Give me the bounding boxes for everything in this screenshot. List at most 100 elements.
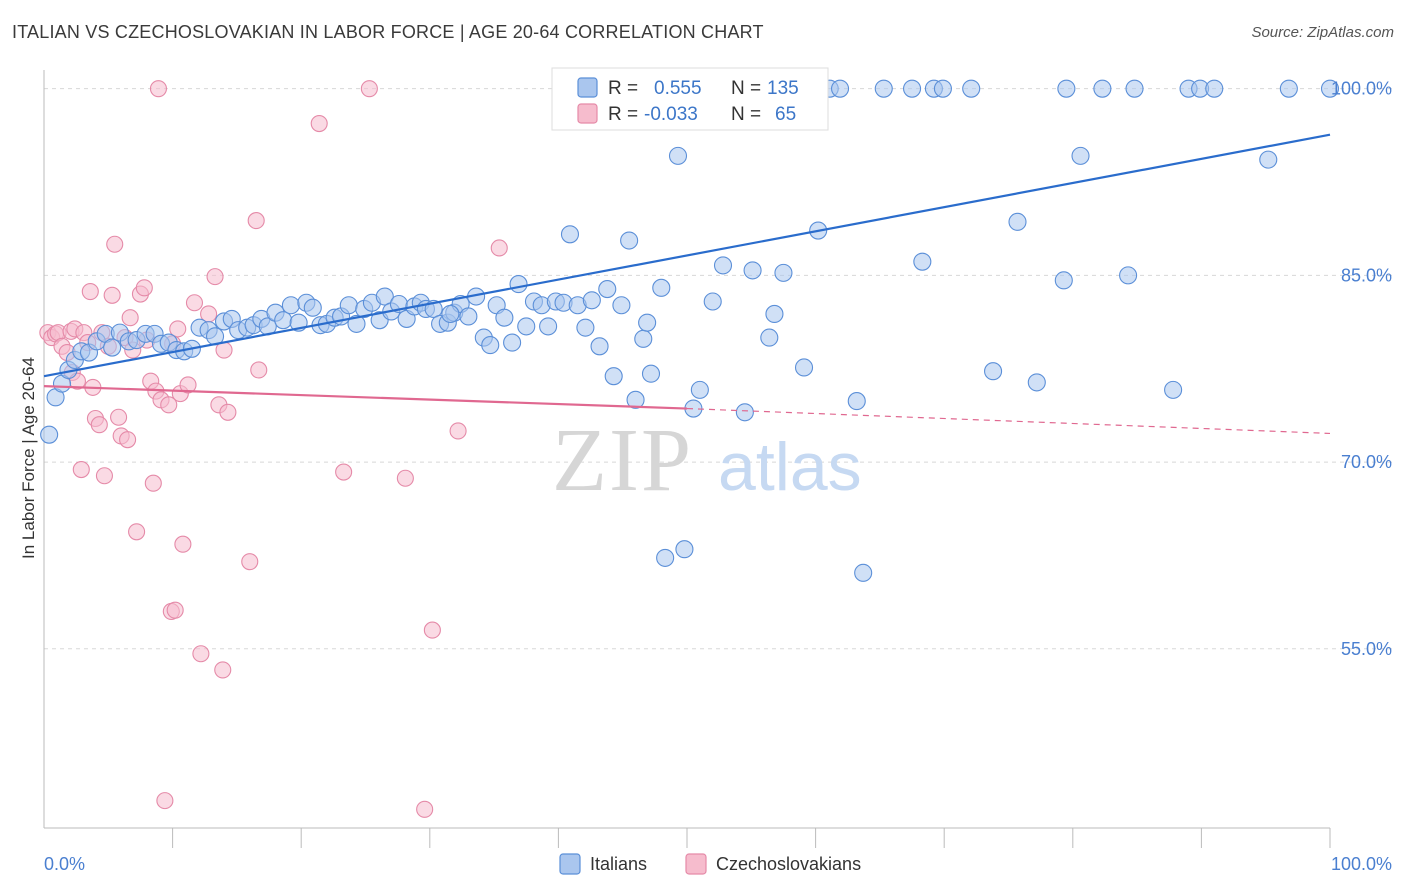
italians-point bbox=[760, 328, 779, 347]
italians-point bbox=[774, 263, 793, 282]
italians-point bbox=[1093, 79, 1112, 98]
italians-point bbox=[703, 292, 722, 311]
italians-point bbox=[854, 563, 873, 582]
czechoslovakians-point bbox=[149, 80, 168, 98]
italians-point bbox=[1071, 146, 1090, 165]
italians-point bbox=[459, 307, 478, 326]
italians-point bbox=[281, 296, 300, 315]
italians-point bbox=[847, 392, 866, 411]
italians-point bbox=[1057, 79, 1076, 98]
legend-n-value-italians: 135 bbox=[767, 78, 799, 99]
legend-swatch-italians bbox=[577, 77, 598, 98]
czechoslovakians-point bbox=[250, 361, 268, 379]
x-tick-label-min: 0.0% bbox=[44, 854, 85, 874]
legend-n-label-italians: N = bbox=[731, 78, 761, 99]
italians-point bbox=[634, 329, 653, 348]
italians-point bbox=[626, 390, 645, 409]
italians-point bbox=[874, 79, 893, 98]
italians-point bbox=[933, 79, 952, 98]
bottom-legend-swatch-czechoslovakians bbox=[685, 853, 707, 875]
italians-point bbox=[962, 79, 981, 98]
czechoslovakians-point bbox=[144, 474, 162, 492]
italians-point bbox=[590, 337, 609, 356]
italians-point bbox=[576, 318, 595, 337]
legend-n-label-czechoslovakians: N = bbox=[731, 104, 761, 125]
bottom-legend-label-italians: Italians bbox=[590, 854, 647, 874]
bottom-legend: Italians Czechoslovakians bbox=[559, 853, 861, 875]
italians-point bbox=[913, 252, 932, 271]
italians-point bbox=[347, 314, 366, 333]
italians-point bbox=[1119, 266, 1138, 285]
italians-point bbox=[1279, 79, 1298, 98]
italians-trend-line bbox=[43, 133, 1331, 378]
czechoslovakians-point bbox=[185, 294, 204, 312]
czechoslovakians-point bbox=[106, 235, 124, 253]
czechoslovakians-point bbox=[396, 469, 414, 487]
axes bbox=[43, 70, 1331, 848]
source-label: Source: ZipAtlas.com bbox=[1251, 24, 1394, 41]
chart-title: ITALIAN VS CZECHOSLOVAKIAN IN LABOR FORC… bbox=[12, 22, 764, 42]
czechoslovakians-point bbox=[160, 396, 178, 414]
bottom-legend-label-czechoslovakians: Czechoslovakians bbox=[716, 854, 861, 874]
czechoslovakians-point bbox=[103, 286, 121, 304]
czechoslovakians-point bbox=[81, 283, 99, 301]
italians-point bbox=[503, 333, 522, 352]
italians-point bbox=[560, 225, 580, 244]
watermark: ZIP atlas bbox=[552, 411, 862, 510]
italians-point bbox=[339, 296, 358, 315]
y-tick-label: 70.0% bbox=[1341, 452, 1392, 472]
italians-point bbox=[641, 364, 661, 383]
trend-lines bbox=[43, 133, 1331, 435]
italians-point bbox=[612, 296, 631, 315]
czechoslovakians-point bbox=[360, 80, 378, 98]
czechoslovakians-point bbox=[416, 800, 434, 818]
czechoslovakians-point bbox=[156, 792, 174, 810]
italians-point bbox=[743, 261, 762, 280]
legend-r-label-czechoslovakians: R = bbox=[608, 104, 638, 125]
legend-swatch-czechoslovakians bbox=[577, 103, 598, 124]
italians-point bbox=[1320, 79, 1340, 98]
italians-point bbox=[582, 291, 601, 310]
czechoslovakians-trend-line bbox=[43, 385, 688, 410]
italians-point bbox=[668, 146, 688, 165]
czechoslovakians-point bbox=[219, 403, 237, 421]
czechoslovakians-point bbox=[179, 376, 197, 394]
italians-point bbox=[1125, 79, 1144, 98]
italians-point bbox=[1164, 380, 1183, 399]
italians-point bbox=[902, 79, 922, 98]
italians-point bbox=[375, 287, 394, 306]
czechoslovakians-point bbox=[423, 621, 441, 639]
czechoslovakians-point bbox=[247, 212, 265, 230]
y-tick-labels: 55.0% 70.0% 85.0% 100.0% bbox=[1331, 79, 1392, 659]
bottom-legend-swatch-italians bbox=[559, 853, 581, 875]
watermark-atlas: atlas bbox=[718, 429, 862, 505]
italians-point bbox=[509, 275, 528, 294]
italians-point bbox=[1259, 150, 1278, 169]
legend-n-value-czechoslovakians: 65 bbox=[775, 104, 796, 125]
czechoslovakians-point bbox=[449, 422, 467, 440]
italians-point bbox=[656, 548, 675, 567]
czechoslovakians-point bbox=[192, 645, 210, 663]
czechoslovakians-point bbox=[335, 463, 353, 481]
czechoslovakians-point bbox=[72, 460, 90, 479]
italians-point bbox=[1054, 271, 1073, 290]
czechoslovakians-point bbox=[490, 239, 508, 257]
italians-point bbox=[604, 367, 623, 386]
italians-point bbox=[1205, 79, 1224, 98]
italians-point bbox=[303, 298, 322, 317]
czechoslovakians-point bbox=[169, 320, 187, 338]
italians-point bbox=[794, 358, 814, 377]
italians-point bbox=[675, 540, 694, 559]
czechoslovakians-point bbox=[128, 523, 146, 541]
legend-r-value-italians: 0.555 bbox=[654, 78, 702, 99]
italians-point bbox=[539, 317, 558, 336]
italians-point bbox=[1027, 373, 1046, 392]
czechoslovakians-point bbox=[310, 114, 328, 133]
czechoslovakians-point bbox=[241, 553, 259, 571]
grid-lines bbox=[44, 88, 1392, 650]
czechoslovakians-point bbox=[121, 309, 139, 327]
y-axis-label: In Labor Force | Age 20-64 bbox=[19, 357, 38, 559]
italians-point bbox=[690, 380, 709, 399]
italians-point bbox=[481, 336, 500, 355]
italians-point bbox=[713, 256, 733, 275]
